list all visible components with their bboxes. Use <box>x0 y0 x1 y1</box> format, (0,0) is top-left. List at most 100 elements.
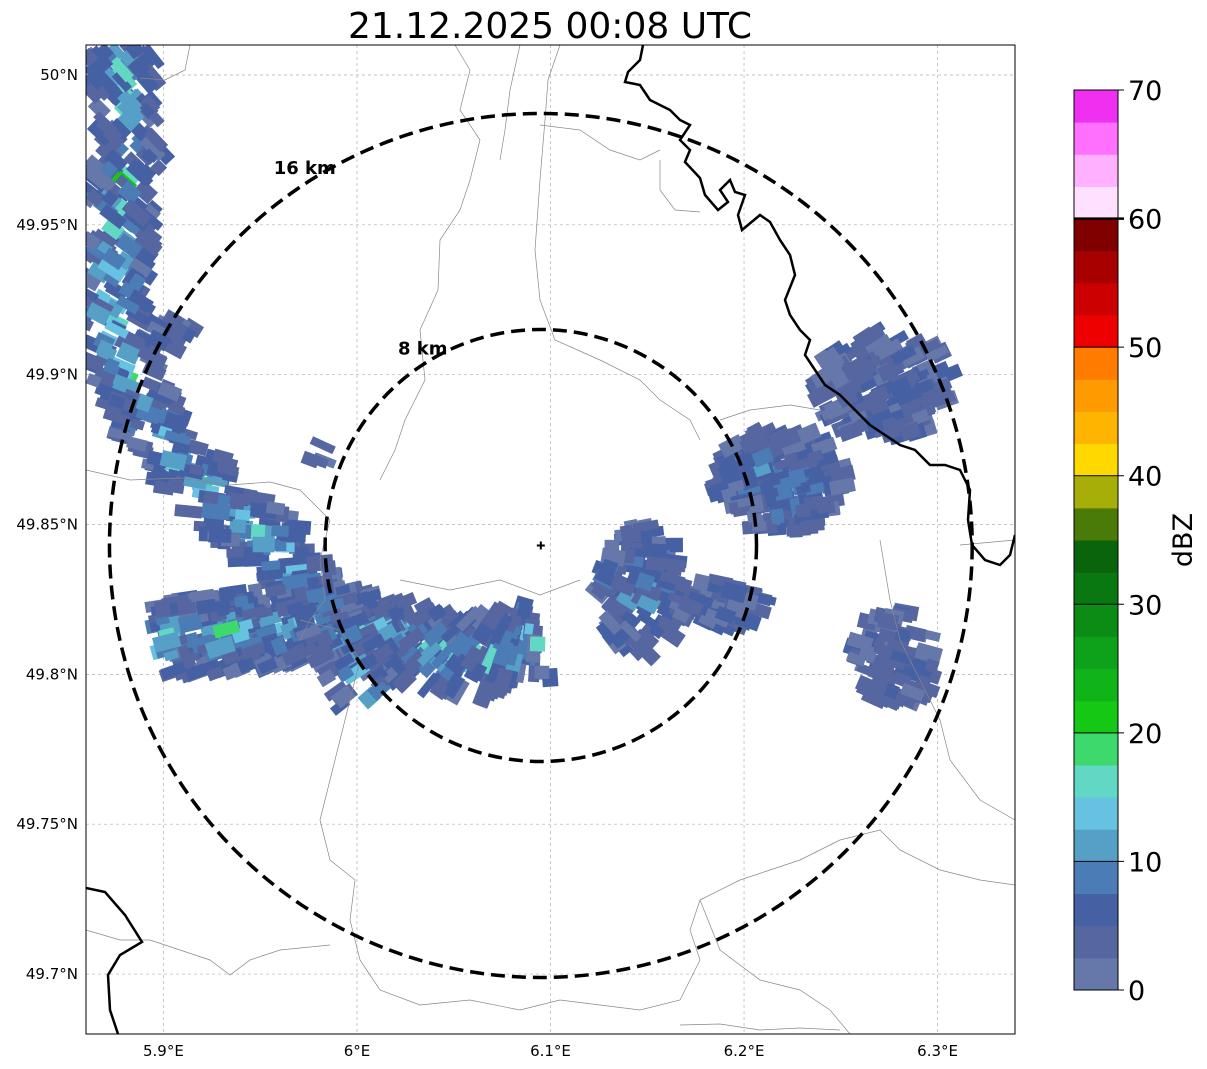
echo-gate <box>240 641 266 660</box>
country-border <box>623 45 1015 567</box>
echo-gate <box>883 682 900 700</box>
echo-gate <box>835 387 859 409</box>
echo-gate <box>619 620 642 643</box>
admin-border <box>959 539 1015 546</box>
colorbar-swatch <box>1074 379 1118 412</box>
echo-gate <box>86 286 100 304</box>
echo-gate <box>361 633 386 654</box>
echo-gate <box>152 631 182 653</box>
echo-gate <box>308 641 335 665</box>
lat-tick-label: 49.75°N <box>16 815 78 833</box>
admin-border <box>659 160 701 213</box>
country-border <box>86 886 144 1034</box>
colorbar-tick-label: 60 <box>1128 205 1162 236</box>
echo-gate <box>751 447 775 468</box>
colorbar-tick-label: 20 <box>1128 719 1162 750</box>
admin-border <box>379 45 481 481</box>
echo-gate <box>115 109 140 134</box>
admin-border <box>699 899 851 1034</box>
echo-gate <box>335 584 351 596</box>
echo-gate <box>305 586 328 603</box>
echo-gate <box>101 217 125 241</box>
echo-gate <box>387 605 406 624</box>
admin-border <box>399 579 581 596</box>
echo-gate <box>323 680 349 702</box>
echo-gate <box>796 422 822 445</box>
colorbar-swatch <box>1074 315 1118 348</box>
radar-site-marker <box>536 541 545 550</box>
echo-gate <box>163 430 192 446</box>
echo-gate <box>305 554 334 572</box>
echo-gate <box>180 650 201 665</box>
lat-tick-label: 49.95°N <box>16 216 78 234</box>
echo-gate <box>492 638 514 668</box>
echo-gate <box>329 611 350 625</box>
echo-gate <box>86 188 105 208</box>
map-frame <box>85 44 1016 1035</box>
echo-gate <box>86 154 106 174</box>
echo-gate <box>93 110 118 136</box>
echo-gate <box>208 528 232 543</box>
lon-tick-label: 5.9°E <box>143 1042 184 1060</box>
echo-gate <box>292 601 322 621</box>
echo-southeast-cell <box>842 602 944 712</box>
echo-gate <box>271 525 289 538</box>
echo-gate <box>270 636 288 656</box>
echo-gate <box>645 556 666 573</box>
echo-gate <box>87 165 117 193</box>
echo-gate <box>162 411 190 434</box>
range-ring <box>107 111 974 980</box>
echo-gate <box>93 297 114 315</box>
colorbar-swatch <box>1074 893 1118 927</box>
figure-title: 21.12.2025 00:08 UTC <box>348 6 752 47</box>
echo-gate <box>187 439 209 457</box>
echo-gate <box>123 93 145 115</box>
admin-border <box>539 124 661 161</box>
colorbar-swatch <box>1074 604 1118 637</box>
echo-gate <box>342 611 370 632</box>
colorbar-swatch <box>1074 507 1118 541</box>
echo-gate <box>146 329 171 352</box>
echo-gate <box>720 581 748 603</box>
echo-gate <box>135 406 161 425</box>
echo-gate <box>698 614 717 629</box>
echo-gate <box>717 455 738 471</box>
echo-gate <box>717 463 738 484</box>
echo-gate <box>115 341 142 365</box>
echo-gate <box>382 652 403 672</box>
colorbar-swatch <box>1074 829 1118 862</box>
echo-gate <box>214 600 230 617</box>
lon-tick-label: 6.1°E <box>530 1042 571 1060</box>
echo-gate <box>668 592 693 608</box>
echo-gate <box>334 690 354 709</box>
colorbar-label: dBZ <box>1168 513 1199 567</box>
colorbar-swatch <box>1074 186 1118 220</box>
map-area[interactable]: 8 km 16 km <box>68 36 1016 1035</box>
echo-gate <box>903 421 922 440</box>
echo-gate <box>86 83 101 101</box>
echo-gate <box>130 418 146 431</box>
colorbar-swatch <box>1074 250 1118 284</box>
echo-gate <box>121 198 152 227</box>
echo-gate <box>92 66 117 93</box>
echo-gate <box>819 346 840 366</box>
echo-gate <box>189 588 215 603</box>
echo-gate <box>86 302 96 325</box>
echo-gate <box>115 233 144 259</box>
echo-gate <box>417 641 442 667</box>
echo-gate <box>157 381 183 402</box>
echo-gate <box>261 560 281 571</box>
admin-border <box>299 519 331 641</box>
echo-gate <box>188 464 204 476</box>
echo-gate <box>770 508 785 525</box>
echo-gate <box>168 317 189 335</box>
echo-gate <box>615 587 643 612</box>
echo-gate <box>108 117 132 141</box>
echo-gate <box>129 163 154 187</box>
echo-gate <box>86 45 114 73</box>
colorbar-swatch <box>1074 700 1118 734</box>
echo-gate <box>416 672 441 699</box>
echo-south-band-tail <box>264 554 399 716</box>
echo-gate <box>395 593 416 609</box>
echo-gate <box>104 320 130 339</box>
